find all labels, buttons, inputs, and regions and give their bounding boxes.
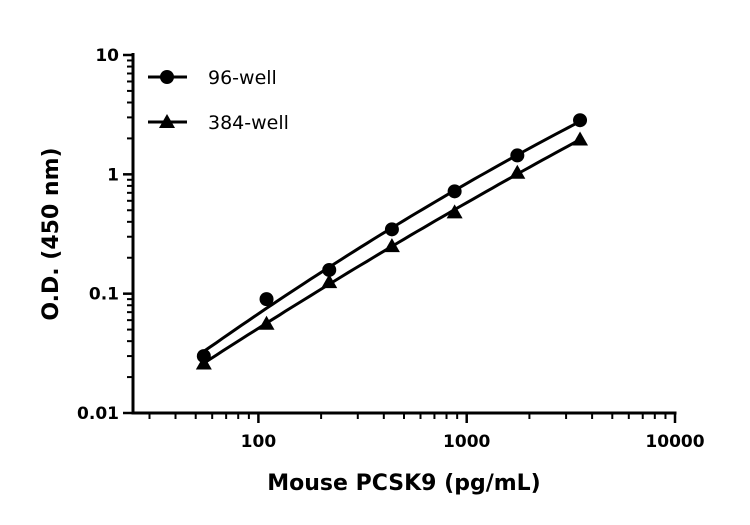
data-point-triangle — [509, 164, 526, 179]
data-point-triangle — [383, 238, 400, 253]
y-tick-label: 0.01 — [77, 404, 119, 424]
data-point-circle — [322, 262, 337, 277]
data-point-circle — [384, 222, 399, 237]
y-axis-label: O.D. (450 nm) — [39, 147, 64, 320]
data-point-triangle — [195, 355, 212, 370]
x-tick-label: 10000 — [645, 432, 704, 452]
data-point-triangle — [572, 131, 589, 146]
data-point-triangle — [258, 315, 275, 330]
legend-marker-circle — [160, 70, 174, 84]
data-point-triangle — [446, 204, 463, 219]
y-tick-label: 10 — [95, 46, 119, 66]
x-axis-label: Mouse PCSK9 (pg/mL) — [267, 471, 540, 496]
legend-label-96-well: 96-well — [208, 67, 277, 89]
data-point-circle — [447, 184, 462, 199]
legend-label-384-well: 384-well — [208, 112, 289, 134]
data-point-triangle — [321, 274, 338, 289]
x-tick-label: 1000 — [443, 432, 490, 452]
data-point-circle — [573, 113, 588, 128]
series-layer — [195, 113, 589, 370]
axes: 0.01 0.1 1 10 100 1000 10000 — [77, 46, 705, 452]
legend-marker-triangle — [159, 114, 175, 128]
y-tick-label: 0.1 — [89, 285, 119, 305]
legend: 96-well 384-well — [148, 67, 289, 134]
y-tick-label: 1 — [107, 165, 119, 185]
data-point-circle — [510, 148, 525, 163]
x-tick-label: 100 — [241, 432, 277, 452]
data-point-circle — [259, 292, 274, 307]
